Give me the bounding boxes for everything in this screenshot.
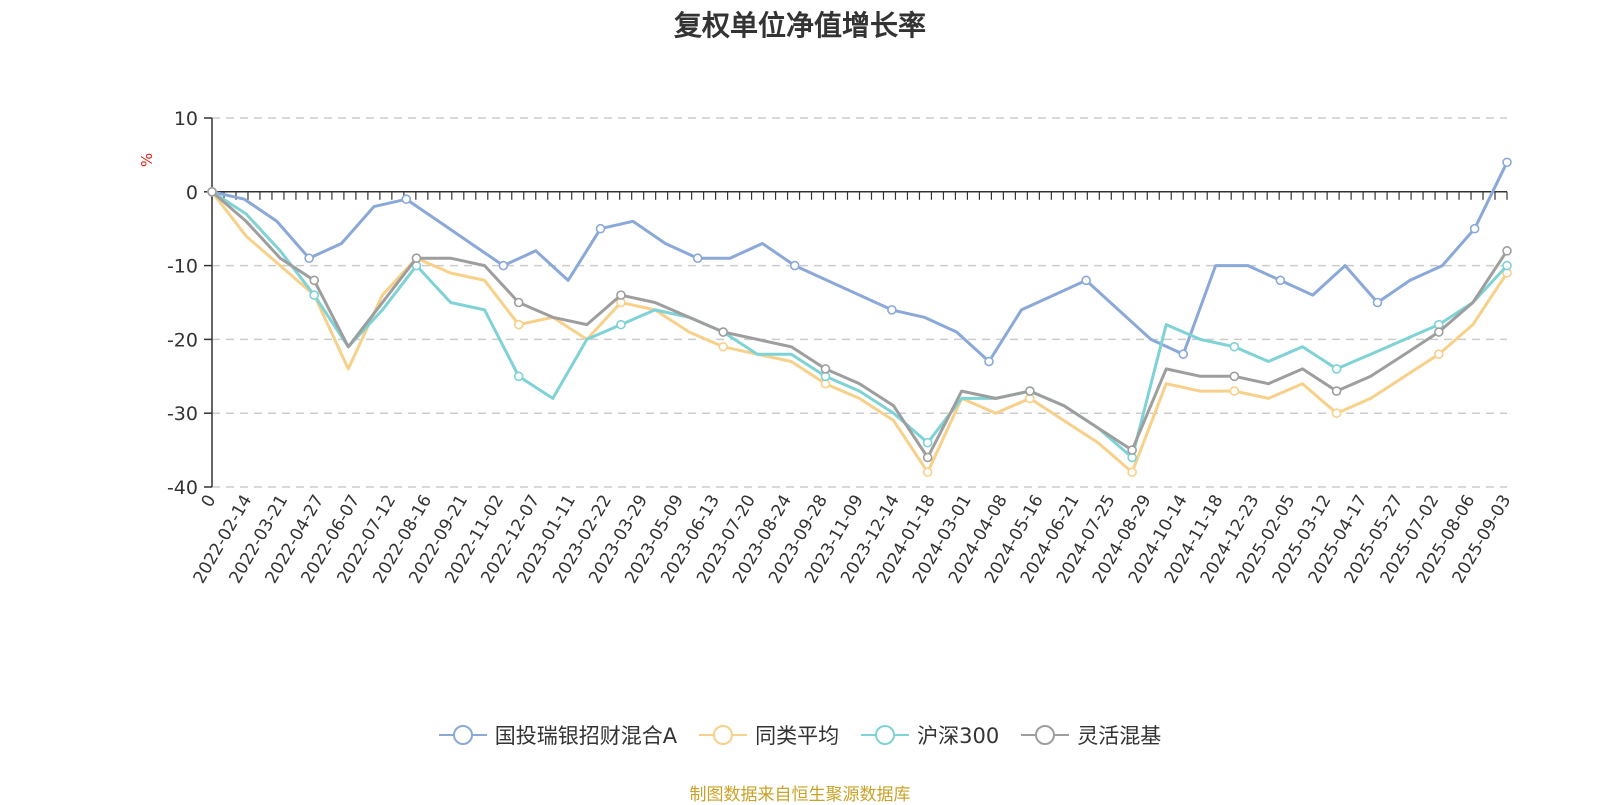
y-tick-label: -10 xyxy=(167,256,198,278)
y-tick-label: 0 xyxy=(186,182,198,204)
line-chart: 10 0 -10 -20 -30 -40 02022-02-142022-03-21202… xyxy=(138,108,1516,588)
legend-marker-icon xyxy=(861,725,910,745)
data-point xyxy=(1434,349,1444,359)
data-point xyxy=(1229,341,1240,352)
data-point xyxy=(922,437,933,448)
series-lines xyxy=(207,157,1512,478)
data-point xyxy=(1178,349,1189,359)
data-point xyxy=(1127,445,1137,455)
data-point xyxy=(922,467,933,478)
data-point xyxy=(1331,386,1342,396)
legend-marker-icon xyxy=(438,725,487,745)
chart-title: 复权单位净值增长率 xyxy=(673,9,926,42)
source-note: 制图数据来自恒生聚源数据库 xyxy=(689,785,911,805)
data-point xyxy=(1372,297,1383,308)
data-point xyxy=(1502,157,1512,168)
y-tick-label: 10 xyxy=(174,108,198,130)
data-point xyxy=(1275,275,1286,286)
x-tick-labels: 02022-02-142022-03-212022-04-272022-06-0… xyxy=(190,492,1516,588)
data-point xyxy=(1331,408,1342,419)
legend-item[interactable]: 沪深300 xyxy=(861,720,999,750)
data-point xyxy=(1025,386,1035,396)
data-point xyxy=(984,356,994,367)
data-point xyxy=(1502,246,1512,256)
data-point xyxy=(411,253,422,264)
data-point xyxy=(1469,223,1480,234)
legend-label: 灵活混基 xyxy=(1077,724,1162,748)
data-point xyxy=(789,260,800,271)
y-tick-label: -40 xyxy=(167,477,198,499)
data-point xyxy=(309,275,320,286)
data-point xyxy=(207,187,217,197)
data-point xyxy=(1127,467,1137,478)
legend-marker-icon xyxy=(1021,725,1070,745)
legend-label: 国投瑞银招财混合A xyxy=(494,724,678,748)
data-point xyxy=(513,371,524,382)
data-point xyxy=(304,253,314,264)
legend-label: 沪深300 xyxy=(917,724,1000,748)
data-point xyxy=(1229,371,1240,382)
data-point xyxy=(513,319,524,330)
y-axis-label: % xyxy=(138,153,156,167)
series-line-0 xyxy=(211,161,1509,363)
legend-item[interactable]: 国投瑞银招财混合A xyxy=(438,720,678,750)
data-point xyxy=(1229,386,1240,396)
axes xyxy=(204,117,1508,488)
data-point xyxy=(820,364,831,374)
legend-item[interactable]: 同类平均 xyxy=(699,720,839,750)
series-line-1 xyxy=(210,190,1509,474)
data-point xyxy=(401,194,412,204)
data-point xyxy=(616,290,626,300)
series-line-2 xyxy=(211,190,1509,459)
data-point xyxy=(1331,364,1342,374)
legend-item[interactable]: 灵活混基 xyxy=(1021,720,1161,750)
x-tick-label: 0 xyxy=(198,492,221,511)
data-point xyxy=(595,223,606,234)
data-point xyxy=(922,452,933,463)
legend-marker-icon xyxy=(699,725,748,745)
data-point xyxy=(498,260,509,271)
data-point xyxy=(718,327,728,337)
y-tick-labels: 10 0 -10 -20 -30 -40 xyxy=(167,108,198,499)
data-point xyxy=(616,319,626,330)
data-point xyxy=(887,305,897,315)
data-point xyxy=(309,290,320,300)
data-point xyxy=(692,253,703,264)
data-point xyxy=(1502,260,1512,271)
y-tick-label: -20 xyxy=(167,329,198,351)
data-point xyxy=(1081,275,1091,286)
data-point xyxy=(1434,327,1444,337)
data-point xyxy=(513,297,524,308)
series-line-3 xyxy=(211,190,1509,459)
legend: 国投瑞银招财混合A 同类平均 沪深300 灵活混基 xyxy=(0,720,1600,750)
data-point xyxy=(718,341,728,352)
y-tick-label: -30 xyxy=(167,403,198,425)
legend-label: 同类平均 xyxy=(755,724,840,748)
grid-lines xyxy=(212,117,1507,488)
